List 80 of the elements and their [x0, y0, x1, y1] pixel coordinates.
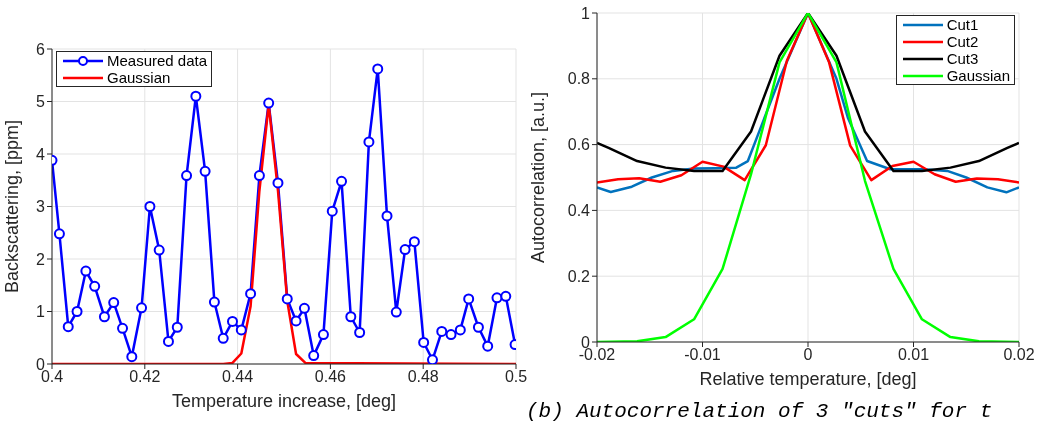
point [217, 332, 229, 344]
point [80, 265, 92, 277]
y-tick-label: 0.6 [567, 136, 591, 154]
y-axis-title: Autocorrelation, [a.u.] [528, 91, 549, 264]
point [136, 302, 148, 314]
point [53, 228, 65, 240]
point [208, 296, 220, 308]
y-tick-label: 3 [36, 198, 46, 216]
point [227, 315, 238, 327]
point [181, 170, 193, 182]
legend-label: Measured data [107, 52, 208, 69]
point [436, 325, 448, 337]
point [463, 293, 475, 305]
point [445, 329, 457, 341]
point [298, 302, 310, 314]
point [62, 321, 74, 333]
point [472, 321, 484, 333]
y-tick-label: 1 [581, 4, 591, 22]
point [263, 97, 275, 109]
y-tick-label: 1 [36, 303, 46, 321]
y-tick-label: 6 [36, 40, 46, 58]
x-tick-label: 0.48 [407, 368, 439, 386]
x-tick-label: 0.42 [129, 368, 161, 386]
x-tick-label: 0.46 [314, 368, 347, 386]
point [399, 244, 411, 256]
point [117, 322, 129, 334]
point [98, 311, 110, 323]
legend-label: Gaussian [107, 69, 171, 86]
y-tick-label: 4 [36, 145, 46, 163]
x-tick-label: 0 [803, 346, 813, 364]
x-axis-title: Temperature increase, [deg] [171, 390, 397, 411]
point [326, 205, 338, 217]
point [363, 136, 375, 148]
x-tick-label: 0.01 [897, 346, 930, 364]
point [390, 306, 402, 318]
y-tick-label: 2 [36, 250, 46, 268]
point [426, 354, 438, 364]
point [71, 306, 83, 317]
y-axis-title: Backscattering, [ppm] [2, 119, 23, 294]
x-tick-label: 0.02 [1003, 346, 1035, 364]
point [162, 335, 174, 347]
point [290, 315, 302, 327]
point [171, 321, 183, 333]
y-tick-label: 5 [36, 93, 46, 111]
point [381, 210, 393, 222]
point [418, 336, 430, 348]
x-tick-label: -0.01 [684, 346, 721, 364]
legend-label: Cut1 [946, 16, 979, 33]
legend-label: Cut2 [946, 33, 979, 50]
point [235, 324, 247, 336]
point [482, 340, 494, 352]
point [281, 293, 293, 305]
point [345, 311, 357, 323]
point [144, 201, 156, 212]
point [108, 297, 120, 309]
legend-label: Gaussian [946, 67, 1010, 84]
x-axis-title: Relative temperature, [deg] [699, 368, 917, 389]
point [190, 90, 202, 102]
text: (b) Autocorrelation of 3 "cuts" for t [526, 400, 993, 423]
point [500, 290, 512, 302]
y-tick-label: 0.2 [567, 267, 591, 285]
point [126, 351, 138, 363]
point [454, 324, 466, 336]
legend-label: Cut3 [946, 50, 979, 67]
point [308, 350, 320, 362]
point [317, 329, 329, 341]
point [199, 165, 211, 177]
point [408, 236, 420, 248]
point [153, 244, 165, 256]
point [372, 63, 384, 75]
y-tick-label: 0.8 [567, 70, 591, 88]
y-tick-label: 0.4 [567, 202, 591, 220]
point [253, 170, 265, 182]
point [336, 175, 348, 187]
x-tick-label: 0.44 [222, 368, 254, 386]
point [354, 327, 366, 338]
point [89, 280, 101, 292]
point [272, 177, 284, 189]
x-tick-label: 0.5 [504, 368, 528, 386]
point [245, 288, 257, 300]
